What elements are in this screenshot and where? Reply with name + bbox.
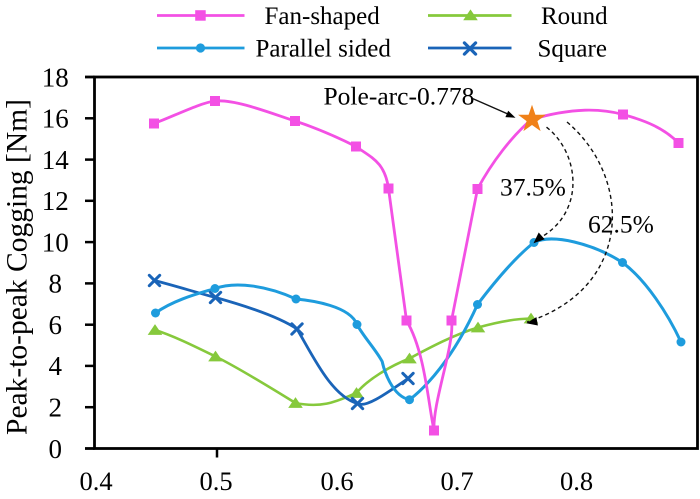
svg-text:8: 8 (49, 269, 63, 299)
svg-text:0.5: 0.5 (199, 466, 232, 496)
svg-text:2: 2 (49, 393, 63, 423)
svg-text:0.8: 0.8 (560, 466, 593, 496)
svg-text:Pole-arc-0.778: Pole-arc-0.778 (324, 81, 475, 110)
svg-text:14: 14 (42, 145, 70, 175)
svg-text:Peak-to-peak Cogging [Nm]: Peak-to-peak Cogging [Nm] (2, 99, 34, 435)
svg-text:18: 18 (42, 62, 69, 92)
svg-text:Parallel sided: Parallel sided (256, 36, 392, 63)
svg-text:Fan-shaped: Fan-shaped (265, 3, 381, 30)
svg-text:37.5%: 37.5% (500, 172, 566, 201)
svg-text:10: 10 (42, 227, 69, 257)
svg-text:12: 12 (42, 186, 69, 216)
svg-text:0.4: 0.4 (79, 466, 112, 496)
svg-text:0.6: 0.6 (320, 466, 353, 496)
svg-text:16: 16 (42, 104, 69, 134)
svg-text:62.5%: 62.5% (588, 210, 654, 239)
svg-text:Square: Square (538, 36, 607, 63)
svg-text:6: 6 (49, 310, 63, 340)
svg-text:4: 4 (49, 351, 63, 381)
svg-text:0: 0 (49, 434, 63, 464)
svg-text:0.7: 0.7 (440, 466, 473, 496)
svg-text:Round: Round (541, 3, 608, 30)
